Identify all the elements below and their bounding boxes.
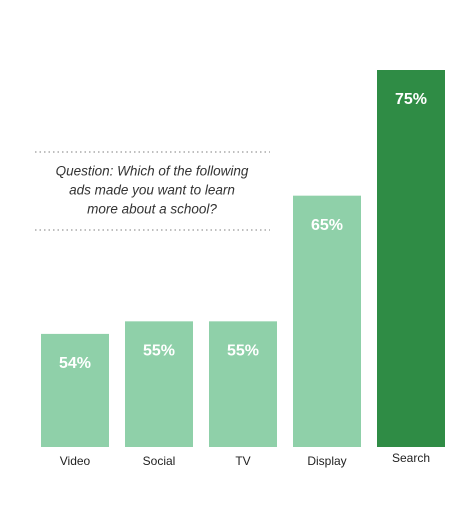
- x-tick-label: Display: [307, 454, 346, 468]
- value-label: 55%: [227, 343, 259, 360]
- bar: [293, 195, 361, 447]
- bar: [125, 321, 193, 447]
- value-label: 55%: [143, 343, 175, 360]
- annotation: more about a school?: [87, 202, 217, 217]
- bar: [377, 70, 445, 447]
- annotation: Question: Which of the following: [56, 164, 249, 179]
- value-label: 75%: [395, 91, 427, 108]
- x-tick-label: TV: [235, 454, 250, 468]
- x-tick-label: Video: [60, 454, 91, 468]
- bar: [209, 321, 277, 447]
- value-label: 65%: [311, 217, 343, 234]
- bar: [41, 333, 109, 447]
- x-tick-label: Search: [392, 451, 430, 465]
- value-label: 54%: [59, 355, 91, 372]
- x-tick-label: Social: [143, 454, 176, 468]
- annotation: ads made you want to learn: [69, 183, 235, 198]
